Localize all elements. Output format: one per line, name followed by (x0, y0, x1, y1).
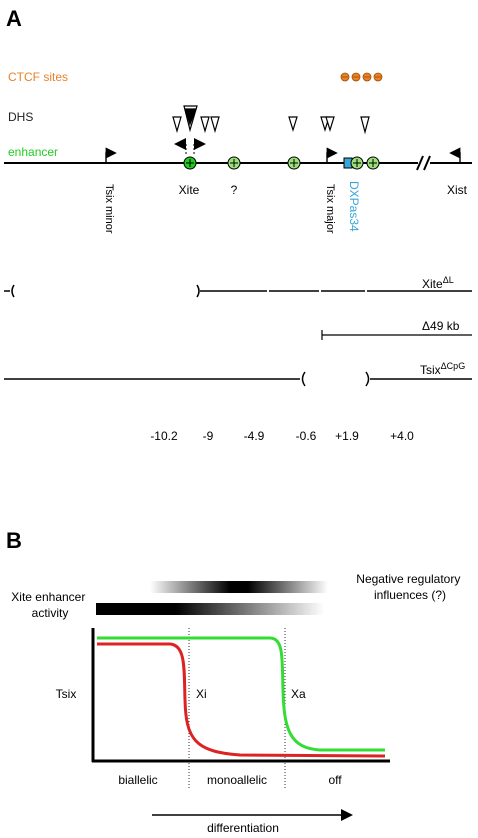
ctcf-sites (340, 72, 383, 82)
negative-influence-gradient (150, 581, 328, 593)
position-label: -10.2 (150, 429, 178, 443)
stage-label: off (328, 773, 342, 787)
deletion-xite-dl (4, 284, 472, 298)
xist-label: Xist (447, 183, 468, 197)
xite-bidirectional-arrows (174, 138, 206, 155)
xite-label: Xite (179, 183, 200, 197)
ctcf-sites-label: CTCF sites (8, 70, 68, 84)
position-labels: -10.2 -9 -4.9 -0.6 +1.9 +4.0 (150, 429, 414, 443)
position-label: -9 (203, 429, 214, 443)
deletion-tsix-dcpg (4, 371, 472, 387)
deletion-49kb (321, 330, 472, 340)
xite-dl-label: XiteΔL (422, 275, 454, 291)
differentiation-label: differentiation (207, 821, 279, 835)
position-label: +4.0 (390, 429, 414, 443)
position-label: -0.6 (296, 429, 317, 443)
enhancer-label: enhancer (8, 145, 58, 159)
panel-b-letter: B (6, 528, 22, 553)
tsix-ylabel: Tsix (56, 687, 77, 701)
negative-influences-label: Negative regulatory influences (?) (356, 572, 463, 602)
position-label: -4.9 (244, 429, 265, 443)
tsix-dcpg-label: TsixΔCpG (420, 361, 465, 377)
stage-dividers (188, 628, 286, 790)
xite-activity-gradient (96, 603, 324, 615)
position-label: +1.9 (335, 429, 359, 443)
plot-axes (91, 628, 390, 763)
xite-activity-label: Xite enhancer activity (11, 590, 88, 620)
stage-label: monoallelic (207, 773, 267, 787)
tsix-minor-label: Tsix minor (103, 184, 115, 234)
xa-label: Xa (291, 687, 306, 701)
promoter-arrows (105, 147, 461, 163)
segment-gaps-1 (267, 287, 367, 295)
enhancer-sites (183, 156, 380, 170)
xi-curve (97, 642, 386, 758)
stage-label: biallelic (118, 773, 157, 787)
panel-a-letter: A (6, 6, 22, 31)
tsix-major-label: Tsix major (324, 184, 336, 234)
unknown-label: ? (231, 183, 238, 197)
dhs-sites (172, 105, 370, 135)
stage-labels: biallelic monoallelic off (118, 773, 342, 787)
xa-curve (97, 636, 385, 752)
d49kb-label: Δ49 kb (422, 319, 460, 333)
dxpas34-label: DXPas34 (347, 181, 361, 232)
xi-label: Xi (196, 687, 207, 701)
dhs-label: DHS (8, 110, 33, 124)
